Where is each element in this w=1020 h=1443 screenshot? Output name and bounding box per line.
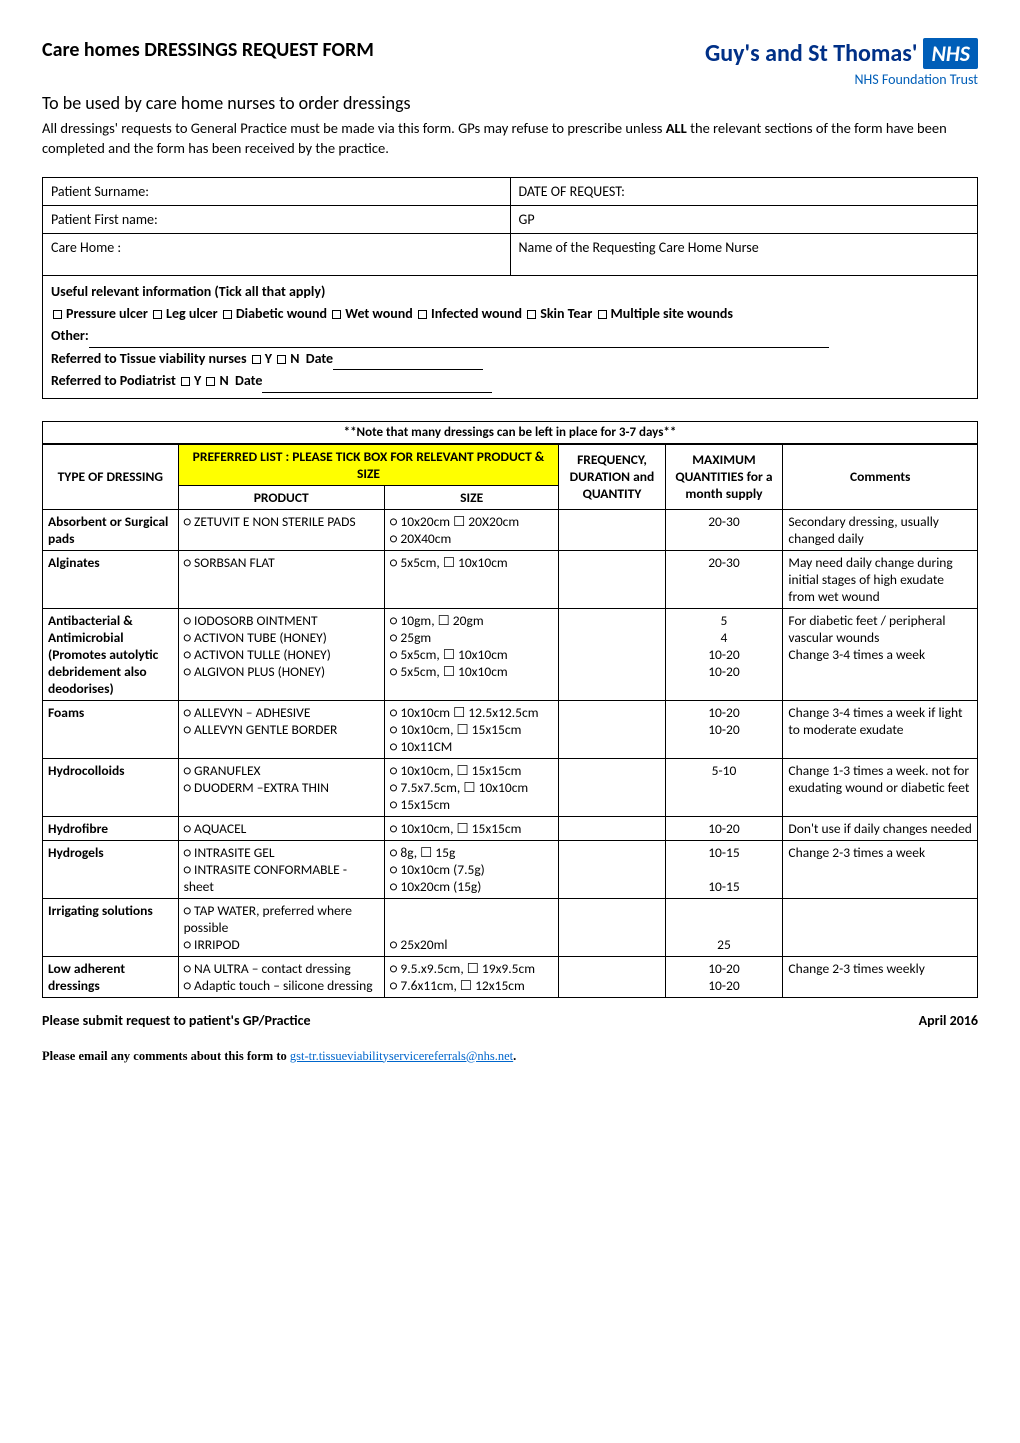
carehome-field[interactable]: Care Home : [43,233,511,275]
podiatrist-date-input[interactable] [262,392,492,393]
table-row: Antibacterial & Antimicrobial (Promotes … [43,608,978,700]
freq-input[interactable] [559,758,665,816]
email-link[interactable]: gst-tr.tissueviabilityservicereferrals@n… [290,1049,513,1063]
checkbox-tissue-n[interactable] [277,355,286,364]
intro-text: All dressings' requests to General Pract… [42,118,978,159]
patient-info-table: Patient Surname: DATE OF REQUEST: Patien… [42,177,978,399]
checkbox-podiatrist-n[interactable] [206,377,215,386]
checkbox-multiple-wounds[interactable] [598,310,607,319]
table-row: Absorbent or Surgical pads ○ ZETUVIT E N… [43,509,978,550]
freq-input[interactable] [559,700,665,758]
freq-input[interactable] [559,816,665,840]
trust-subtitle: NHS Foundation Trust [854,71,978,88]
surname-field[interactable]: Patient Surname: [43,177,511,205]
checkbox-tissue-y[interactable] [252,355,261,364]
checkbox-wet-wound[interactable] [332,310,341,319]
table-row: Irrigating solutions ○ TAP WATER, prefer… [43,898,978,956]
form-title: Care homes DRESSINGS REQUEST FORM [42,38,374,62]
checkbox-podiatrist-y[interactable] [181,377,190,386]
th-type: TYPE OF DRESSING [43,444,179,509]
trust-name: Guy's and St Thomas' [705,39,917,68]
th-preferred: PREFERRED LIST : PLEASE TICK BOX FOR REL… [178,444,559,485]
footer-date: April 2016 [919,1012,978,1029]
footer-note: Please email any comments about this for… [42,1049,978,1064]
nhs-badge: NHS [923,38,978,69]
table-row: Alginates ○ SORBSAN FLAT ○ 5x5cm, ☐ 10x1… [43,550,978,608]
freq-input[interactable] [559,956,665,997]
info-heading: Useful relevant information (Tick all th… [51,281,969,303]
freq-input[interactable] [559,509,665,550]
checkbox-infected-wound[interactable] [418,310,427,319]
th-frequency: FREQUENCY, DURATION and QUANTITY [559,444,665,509]
table-row: Foams ○ ALLEVYN – ADHESIVE ○ ALLEVYN GEN… [43,700,978,758]
th-comments: Comments [783,444,978,509]
checkbox-pressure-ulcer[interactable] [53,310,62,319]
table-row: Low adherent dressings ○ NA ULTRA – cont… [43,956,978,997]
checkbox-diabetic-wound[interactable] [223,310,232,319]
nhs-logo: Guy's and St Thomas' NHS NHS Foundation … [705,38,978,88]
th-maximum: MAXIMUM QUANTITIES for a month supply [665,444,783,509]
date-field[interactable]: DATE OF REQUEST: [510,177,978,205]
table-row: Hydrofibre ○ AQUACEL ○ 10x10cm, ☐ 15x15c… [43,816,978,840]
th-product: PRODUCT [178,485,384,509]
checkbox-leg-ulcer[interactable] [153,310,162,319]
checkbox-skin-tear[interactable] [527,310,536,319]
freq-input[interactable] [559,608,665,700]
table-row: Hydrocolloids ○ GRANUFLEX ○ DUODERM –EXT… [43,758,978,816]
gp-field[interactable]: GP [510,205,978,233]
freq-input[interactable] [559,840,665,898]
dressings-table: TYPE OF DRESSING PREFERRED LIST : PLEASE… [42,444,978,998]
freq-input[interactable] [559,550,665,608]
th-size: SIZE [384,485,559,509]
footer-left: Please submit request to patient's GP/Pr… [42,1012,311,1029]
nurse-field[interactable]: Name of the Requesting Care Home Nurse [510,233,978,275]
firstname-field[interactable]: Patient First name: [43,205,511,233]
form-subtitle: To be used by care home nurses to order … [42,92,978,114]
freq-input[interactable] [559,898,665,956]
note-bar: **Note that many dressings can be left i… [42,421,978,444]
table-row: Hydrogels ○ INTRASITE GEL ○ INTRASITE CO… [43,840,978,898]
useful-info-block: Useful relevant information (Tick all th… [43,275,978,398]
